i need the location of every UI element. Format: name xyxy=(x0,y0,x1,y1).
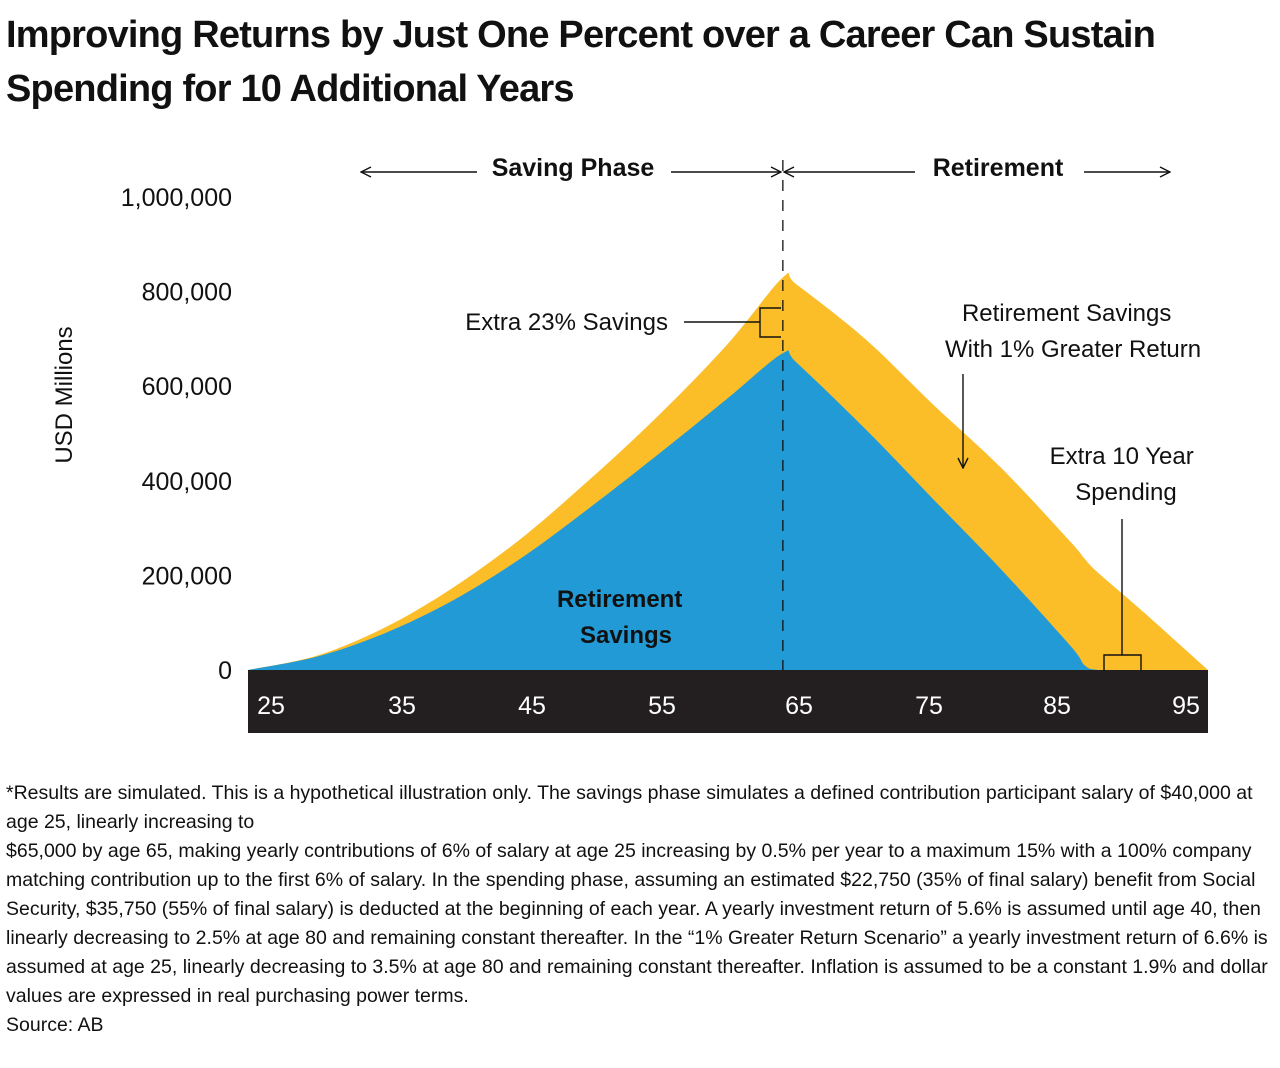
retirement-savings-label: Retirement Savings xyxy=(557,586,689,649)
footnote-source: Source: AB xyxy=(6,1014,104,1036)
x-tick-label: 35 xyxy=(388,692,416,720)
y-tick-label: 600,000 xyxy=(142,373,232,401)
footnote-line-1: *Results are simulated. This is a hypoth… xyxy=(6,782,1253,833)
x-tick-label: 75 xyxy=(915,692,943,720)
x-tick-label: 95 xyxy=(1172,692,1200,720)
chart: 25 35 45 55 65 75 85 95 0 200,000 400,000 600,000 8… xyxy=(51,154,1208,733)
y-tick-label: 800,000 xyxy=(142,279,232,307)
x-tick-label: 65 xyxy=(785,692,813,720)
x-tick-label: 45 xyxy=(518,692,546,720)
y-tick-label: 1,000,000 xyxy=(121,184,232,212)
greater-return-annotation: Retirement Savings With 1% Greater Retur… xyxy=(945,300,1201,363)
area-series-retirement-savings xyxy=(248,350,1208,671)
y-axis-label: USD Millions xyxy=(51,326,78,463)
extra-years-annotation: Extra 10 Year Spending xyxy=(1050,443,1201,506)
chart-title: Improving Returns by Just One Percent ov… xyxy=(6,14,1156,110)
footnote: *Results are simulated. This is a hypoth… xyxy=(6,779,1274,1040)
x-axis-ticks: 25 35 45 55 65 75 85 95 xyxy=(257,692,1200,720)
y-tick-label: 0 xyxy=(218,657,232,685)
extra-savings-bracket xyxy=(759,307,781,338)
y-tick-label: 400,000 xyxy=(142,468,232,496)
x-tick-label: 25 xyxy=(257,692,285,720)
extra-savings-annotation: Extra 23% Savings xyxy=(465,309,668,336)
retirement-label: Retirement xyxy=(933,154,1064,182)
x-tick-label: 85 xyxy=(1043,692,1071,720)
saving-phase-label: Saving Phase xyxy=(492,154,655,182)
footnote-line-2: $65,000 by age 65, making yearly contrib… xyxy=(6,840,1268,1007)
extra-years-bracket xyxy=(1103,654,1142,671)
x-axis-band xyxy=(248,670,1208,733)
y-tick-label: 200,000 xyxy=(142,562,232,590)
y-axis-ticks: 0 200,000 400,000 600,000 800,000 1,000,000 xyxy=(121,184,232,685)
x-tick-label: 55 xyxy=(648,692,676,720)
